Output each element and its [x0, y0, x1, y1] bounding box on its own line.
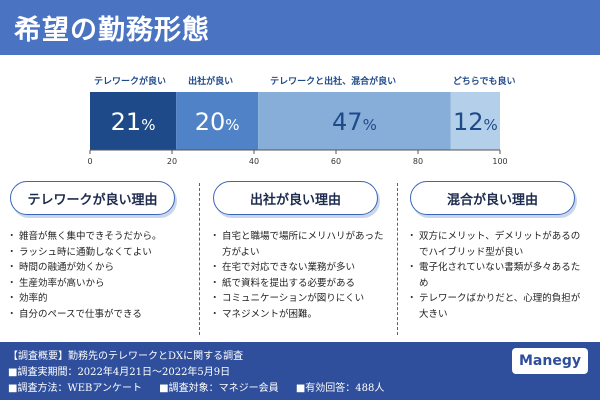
list-item: 効率的 [7, 291, 185, 307]
x-tick-label: 40 [249, 157, 259, 166]
survey-responses: ■有効回答：488人 [295, 383, 385, 394]
survey-target: ■調査対象：マネジー会員 [159, 383, 279, 394]
survey-details: ■調査方法：WEBアンケート ■調査対象：マネジー会員 ■有効回答：488人 [8, 379, 398, 394]
value-label: 21% [111, 108, 156, 136]
reason-list: 双方にメリット、デメリットがあるのでハイブリッド型が良い 電子化されていない書類… [407, 229, 585, 322]
survey-method: ■調査方法：WEBアンケート [8, 383, 142, 394]
reason-column-mixed: 混合が良い理由 双方にメリット、デメリットがあるのでハイブリッド型が良い 電子化… [407, 181, 585, 336]
survey-overview: 【調査概要】勤務先のテレワークとDXに関する調査 [8, 351, 244, 362]
reason-heading: 混合が良い理由 [410, 181, 575, 215]
x-tick-label: 0 [87, 157, 92, 166]
reason-column-telework: テレワークが良い理由 雑音が無く集中できそうだから。 ラッシュ時に通勤しなくてよ… [7, 181, 185, 336]
divider [199, 183, 200, 335]
survey-footer: 【調査概要】勤務先のテレワークとDXに関する調査 ■調査実期間：2022年4月2… [0, 342, 600, 400]
bar-segment [176, 92, 259, 150]
category-label: 出社が良い [188, 75, 233, 87]
list-item: 自分のペースで仕事ができる [7, 307, 185, 323]
reason-list: 雑音が無く集中できそうだから。 ラッシュ時に通勤しなくてよい 時間の融通が効くか… [7, 229, 185, 323]
x-tick-label: 60 [331, 157, 341, 166]
bar-segment [258, 92, 451, 150]
x-tick-label: 100 [492, 157, 507, 166]
list-item: ラッシュ時に通勤しなくてよい [7, 245, 185, 261]
list-item: 雑音が無く集中できそうだから。 [7, 229, 185, 245]
list-item: 時間の融通が効くから [7, 260, 185, 276]
reason-heading: テレワークが良い理由 [10, 181, 175, 215]
list-item: マネジメントが困難。 [210, 307, 388, 323]
stacked-bar-chart: テレワークが良い 21% 出社が良い 20% テレワークと出社、混合が良い 47% どちらで… [87, 75, 516, 166]
list-item: コミュニケーションが図りにくい [210, 291, 388, 307]
x-tick-label: 80 [413, 157, 423, 166]
header-bar: 希望の勤務形態 [0, 0, 600, 55]
list-item: 在宅で対応できない業務が多い [210, 260, 388, 276]
value-label: 20% [195, 108, 240, 136]
manegy-logo: Manegy [512, 348, 588, 374]
value-label: 12% [453, 108, 498, 136]
category-label: どちらでも良い [453, 75, 516, 87]
list-item: 紙で資料を提出する必要がある [210, 276, 388, 292]
reason-list: 自宅と職場で場所にメリハリがあった方がよい 在宅で対応できない業務が多い 紙で資… [210, 229, 388, 323]
survey-period: ■調査実期間：2022年4月21日～2022年5月9日 [8, 367, 231, 378]
list-item: テレワークばかりだと、心理的負担が大きい [407, 291, 585, 322]
bar-segment [90, 92, 177, 150]
list-item: 自宅と職場で場所にメリハリがあった方がよい [210, 229, 388, 260]
bar-segment [450, 92, 500, 150]
category-label: テレワークが良い [94, 75, 166, 87]
list-item: 双方にメリット、デメリットがあるのでハイブリッド型が良い [407, 229, 585, 260]
divider [397, 183, 398, 335]
x-tick-label: 20 [167, 157, 177, 166]
list-item: 電子化されていない書類が多々あるため [407, 260, 585, 291]
list-item: 生産効率が高いから [7, 276, 185, 292]
reason-heading: 出社が良い理由 [213, 181, 378, 215]
reason-column-office: 出社が良い理由 自宅と職場で場所にメリハリがあった方がよい 在宅で対応できない業… [210, 181, 388, 336]
category-label: テレワークと出社、混合が良い [270, 75, 396, 87]
value-label: 47% [332, 108, 377, 136]
page-title: 希望の勤務形態 [14, 15, 210, 46]
